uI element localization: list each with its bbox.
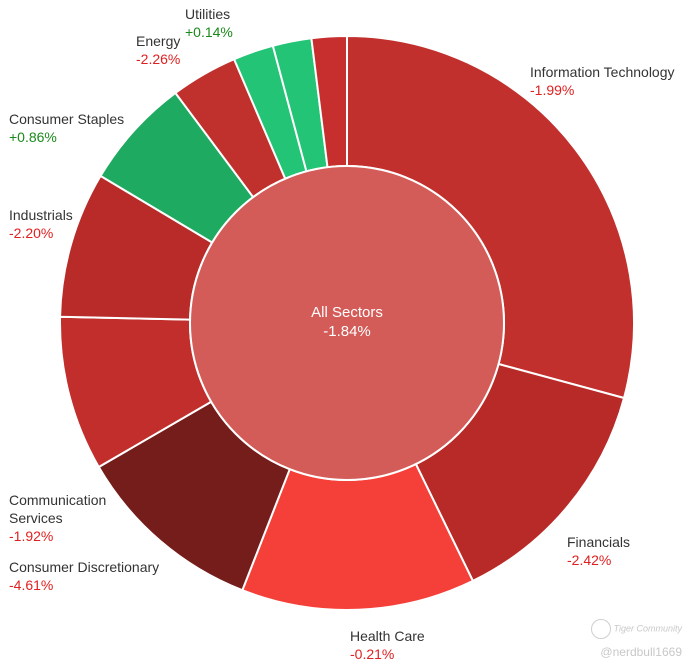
center-label: All Sectors -1.84%: [247, 303, 447, 341]
center-change: -1.84%: [323, 323, 371, 340]
label-health-care: Health Care -0.21%: [350, 627, 425, 663]
label-name: Industrials: [9, 207, 73, 223]
label-financials: Financials -2.42%: [567, 533, 630, 569]
label-name: Financials: [567, 534, 631, 550]
label-communication-services: Communication Services -1.92%: [9, 491, 129, 545]
label-change: -2.20%: [9, 225, 54, 241]
label-name: Energy: [136, 33, 181, 49]
label-utilities: Utilities +0.14%: [185, 5, 233, 41]
label-change: +0.86%: [9, 129, 57, 145]
label-change: +0.14%: [185, 24, 233, 40]
label-change: -2.26%: [136, 51, 181, 67]
label-name: Health Care: [350, 628, 425, 644]
label-consumer-discretionary: Consumer Discretionary -4.61%: [9, 558, 159, 594]
watermark: Tiger Community @nerdbull1669: [590, 619, 682, 659]
center-name: All Sectors: [311, 304, 383, 321]
label-name: Consumer Staples: [9, 111, 125, 127]
label-information-technology: Information Technology -1.99%: [530, 63, 675, 99]
label-name: Information Technology: [530, 64, 675, 80]
watermark-handle: @nerdbull1669: [600, 645, 682, 659]
label-change: -0.21%: [350, 646, 395, 662]
center-circle: [189, 165, 505, 481]
label-change: -2.42%: [567, 552, 612, 568]
label-energy: Energy -2.26%: [136, 32, 180, 68]
label-name: Utilities: [185, 6, 231, 22]
label-change: -4.61%: [9, 577, 54, 593]
label-name: Consumer Discretionary: [9, 559, 160, 575]
label-change: -1.92%: [9, 528, 54, 544]
label-consumer-staples: Consumer Staples +0.86%: [9, 110, 124, 146]
watermark-brand: Tiger Community: [590, 619, 682, 639]
label-change: -1.99%: [530, 82, 575, 98]
tiger-logo-icon: [590, 619, 611, 639]
label-name: Communication Services: [9, 492, 107, 526]
label-industrials: Industrials -2.20%: [9, 206, 73, 242]
